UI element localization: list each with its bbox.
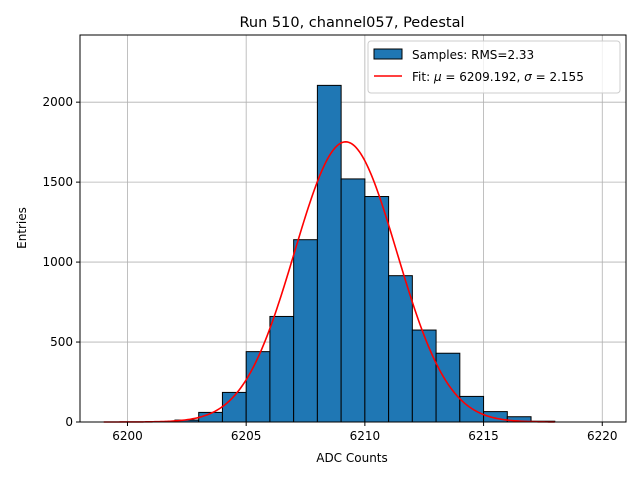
histogram-bar — [364, 196, 390, 423]
legend-box — [367, 40, 621, 94]
plot-frame — [79, 34, 627, 423]
fit-mu-symbol: μ — [433, 70, 442, 84]
y-tick-label: 0 — [65, 415, 73, 429]
histogram-bar — [411, 329, 437, 423]
histogram-bar — [316, 84, 342, 423]
fit-curve — [103, 141, 555, 423]
fit-sigma-equals: = — [532, 70, 550, 84]
histogram-bar — [483, 411, 508, 423]
fit-sigma-symbol: σ — [524, 70, 532, 84]
x-tick-label: 6205 — [231, 429, 262, 443]
x-tick-label: 6210 — [350, 429, 381, 443]
y-tick-label: 2000 — [42, 95, 73, 109]
fit-mu-value: 6209.192 — [459, 70, 516, 84]
legend: Samples: RMS=2.33 Fit: μ = 6209.192, σ =… — [367, 40, 621, 94]
legend-histogram-swatch — [373, 48, 403, 60]
chart-title: Run 510, channel057, Pedestal — [239, 15, 464, 31]
x-tick-label: 6220 — [587, 429, 618, 443]
fit-sigma-value: 2.155 — [549, 70, 583, 84]
fit-label-prefix: Fit: — [412, 70, 434, 84]
fit-mu-equals: = — [442, 70, 460, 84]
histogram-bars — [150, 84, 556, 423]
x-tick-label: 6200 — [112, 429, 143, 443]
histogram-bar — [245, 351, 271, 423]
fit-separator: , — [517, 70, 525, 84]
legend-fit-label: Fit: μ = 6209.192, σ = 2.155 — [412, 70, 584, 84]
histogram-bar — [269, 315, 295, 423]
y-tick-label: 1500 — [42, 175, 73, 189]
histogram-bar — [388, 275, 413, 423]
legend-histogram-label: Samples: RMS=2.33 — [412, 48, 534, 62]
histogram-bar — [340, 178, 366, 423]
fit-curve-layer — [103, 141, 555, 423]
y-axis-label: Entries — [15, 207, 29, 249]
histogram-bar — [435, 352, 461, 423]
x-tick-label: 6215 — [468, 429, 499, 443]
y-tick-label: 500 — [50, 335, 73, 349]
x-axis-label: ADC Counts — [316, 451, 388, 465]
histogram-bar — [293, 239, 318, 423]
y-tick-label: 1000 — [42, 255, 73, 269]
x-axis-ticks: 6200 6205 6210 6215 6220 — [112, 422, 618, 443]
y-axis-ticks: 0 500 1000 1500 2000 — [42, 95, 80, 429]
